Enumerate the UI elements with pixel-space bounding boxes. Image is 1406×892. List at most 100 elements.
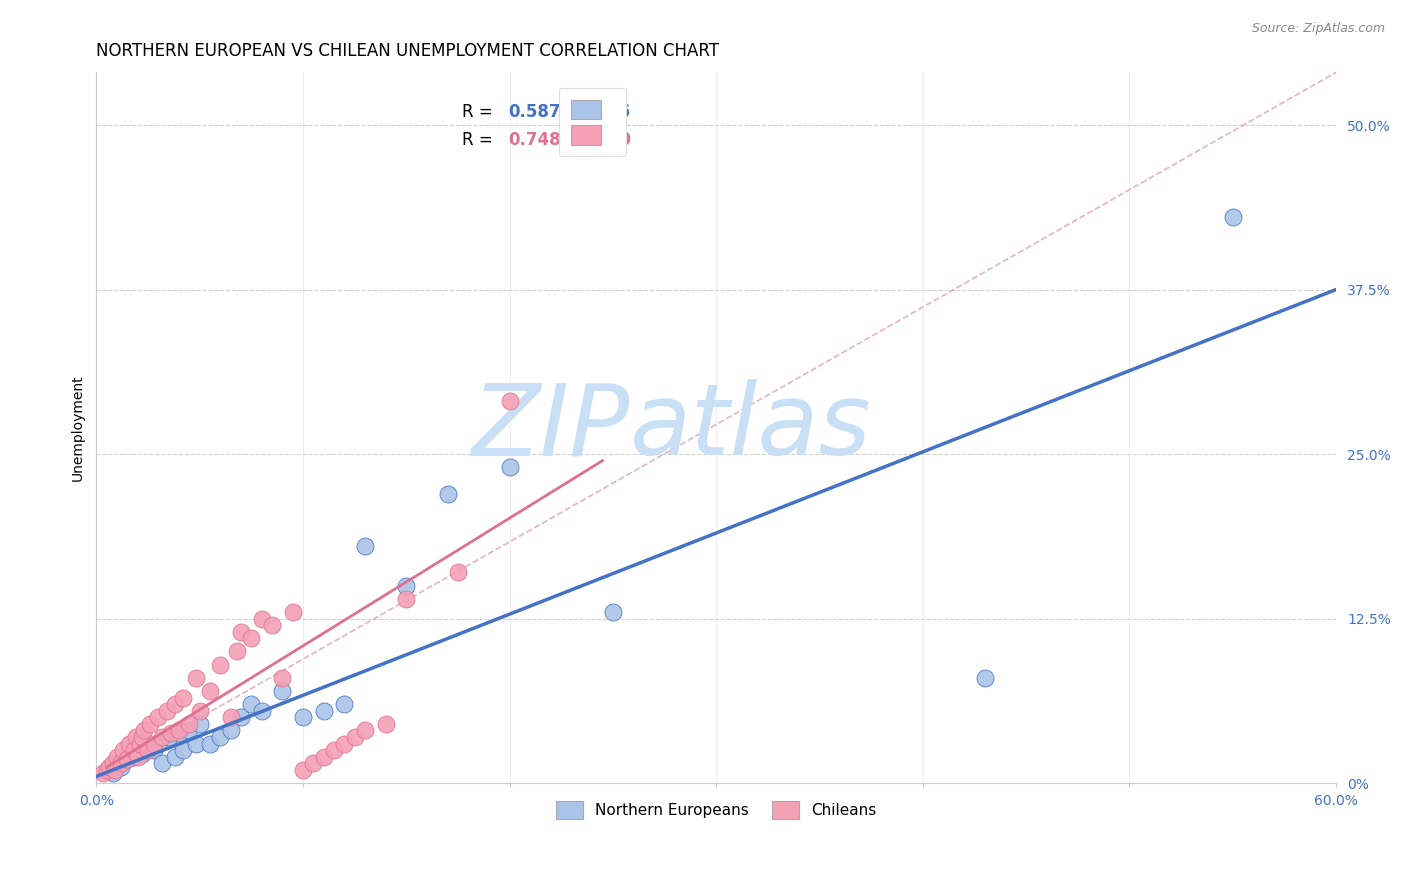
Text: 0.748: 0.748 (508, 131, 561, 149)
Point (343, 730, 366, 744)
Point (395, 591, 418, 606)
Point (110, 756, 132, 771)
Point (96, 763, 118, 777)
Point (374, 716, 396, 731)
Text: 50: 50 (609, 131, 631, 149)
Point (271, 684, 294, 698)
Point (312, 749, 335, 764)
Point (167, 726, 190, 740)
Point (354, 723, 377, 738)
Point (240, 697, 263, 711)
Point (229, 624, 252, 639)
Point (157, 730, 180, 744)
Point (209, 730, 232, 744)
Point (184, 671, 207, 685)
Point (117, 752, 139, 766)
Point (105, 749, 128, 764)
Point (112, 743, 135, 757)
Point (110, 760, 132, 774)
Point (172, 690, 194, 705)
Point (602, 605, 624, 619)
Point (291, 763, 314, 777)
Text: N =: N = (561, 103, 609, 121)
Point (136, 739, 159, 754)
Point (198, 737, 221, 751)
Point (131, 747, 153, 761)
Point (188, 716, 211, 731)
Point (436, 486, 458, 500)
Point (973, 671, 995, 685)
Point (225, 644, 247, 658)
Text: N =: N = (561, 131, 609, 149)
Point (498, 394, 520, 409)
Point (127, 749, 149, 764)
Point (148, 737, 170, 751)
Text: Source: ZipAtlas.com: Source: ZipAtlas.com (1251, 22, 1385, 36)
Point (163, 749, 186, 764)
Point (323, 743, 346, 757)
Legend: Northern Europeans, Chileans: Northern Europeans, Chileans (550, 796, 883, 825)
Y-axis label: Unemployment: Unemployment (72, 375, 86, 481)
Point (498, 460, 520, 475)
Point (117, 752, 139, 766)
Point (260, 618, 283, 632)
Point (128, 737, 150, 751)
Point (219, 710, 242, 724)
Point (250, 704, 273, 718)
Point (152, 756, 174, 771)
Point (159, 726, 181, 740)
Text: ZIP: ZIP (471, 379, 630, 476)
Point (105, 756, 128, 771)
Text: R =: R = (463, 131, 498, 149)
Point (184, 737, 207, 751)
Point (354, 539, 377, 553)
Point (91, 765, 114, 780)
Point (148, 710, 170, 724)
Point (209, 657, 232, 672)
Point (167, 723, 190, 738)
Point (96, 763, 118, 777)
Point (122, 749, 145, 764)
Point (395, 579, 418, 593)
Point (101, 765, 124, 780)
Point (271, 671, 294, 685)
Point (163, 697, 186, 711)
Point (333, 697, 356, 711)
Point (131, 730, 153, 744)
Point (127, 743, 149, 757)
Point (152, 730, 174, 744)
Point (101, 756, 124, 771)
Point (188, 704, 211, 718)
Point (104, 763, 127, 777)
Text: NORTHERN EUROPEAN VS CHILEAN UNEMPLOYMENT CORRELATION CHART: NORTHERN EUROPEAN VS CHILEAN UNEMPLOYMEN… (97, 42, 720, 60)
Text: R =: R = (463, 103, 498, 121)
Point (179, 716, 201, 731)
Point (122, 743, 145, 757)
Point (250, 611, 273, 625)
Point (179, 723, 201, 738)
Point (219, 723, 242, 738)
Point (139, 716, 162, 731)
Point (143, 743, 166, 757)
Point (198, 684, 221, 698)
Point (132, 723, 155, 738)
Point (281, 605, 304, 619)
Point (124, 730, 146, 744)
Point (240, 632, 263, 646)
Point (1222, 210, 1244, 224)
Text: 0.587: 0.587 (508, 103, 561, 121)
Point (229, 710, 252, 724)
Point (143, 737, 166, 751)
Text: 36: 36 (609, 103, 631, 121)
Point (447, 566, 470, 580)
Point (136, 743, 159, 757)
Point (97, 760, 120, 774)
Text: atlas: atlas (630, 379, 872, 476)
Point (333, 737, 356, 751)
Point (155, 704, 177, 718)
Point (312, 704, 335, 718)
Point (291, 710, 314, 724)
Point (118, 737, 141, 751)
Point (172, 743, 194, 757)
Point (302, 756, 325, 771)
